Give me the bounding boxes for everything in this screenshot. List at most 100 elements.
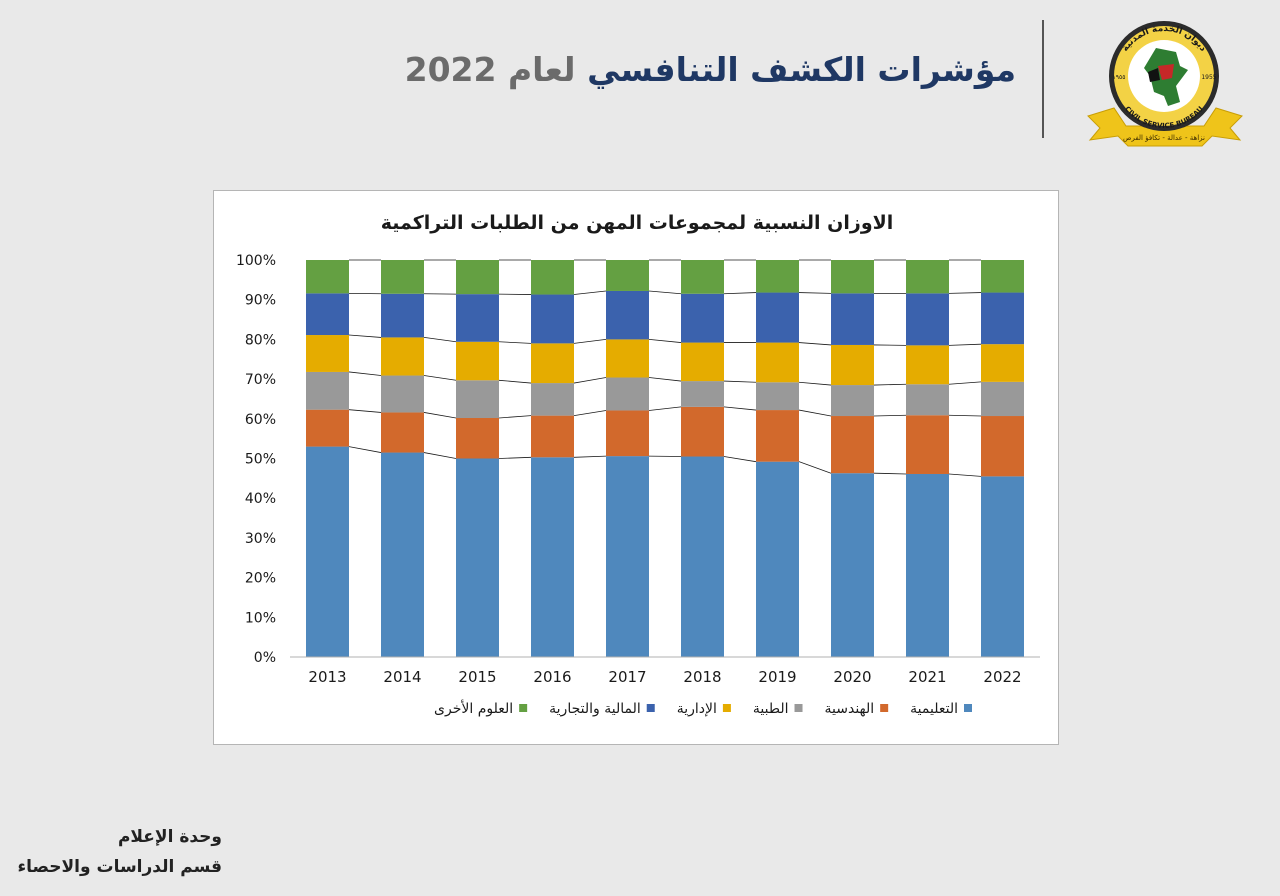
bar-segment: [531, 343, 574, 384]
series-connector-line: [498, 341, 532, 344]
bar-segment: [681, 406, 724, 457]
legend-swatch: [519, 704, 528, 712]
bar-segment: [831, 473, 874, 657]
series-connector-line: [348, 371, 382, 376]
bar-segment: [456, 458, 499, 657]
bar-segment: [756, 461, 799, 657]
x-tick-label: 2018: [683, 668, 721, 686]
page-title: مؤشرات الكشف التنافسي لعام 2022: [405, 50, 1016, 89]
bar-segment: [606, 339, 649, 378]
y-tick-label: 100%: [236, 253, 276, 269]
footer-line-media-unit: وحدة الإعلام: [117, 827, 222, 847]
series-connector-line: [798, 409, 832, 417]
logo-ribbon-text: نزاهة - عدالة - تكافؤ الفرص: [1123, 134, 1205, 142]
x-tick-label: 2020: [833, 668, 871, 686]
page-title-year: لعام 2022: [404, 50, 576, 89]
series-connector-line: [573, 410, 607, 417]
legend-swatch: [722, 704, 731, 712]
series-connector-line: [498, 379, 532, 384]
bar-segment: [981, 292, 1024, 345]
legend-swatch: [964, 704, 972, 712]
chart-title: الاوزان النسبية لمجموعات المهن من الطلبا…: [381, 212, 894, 234]
series-connector-line: [498, 456, 532, 459]
legend-label: الإدارية: [677, 701, 717, 717]
series-connector-line: [948, 292, 982, 294]
footer: وحدة الإعلام قسم الدراسات والاحصاء: [12, 822, 222, 882]
bar-segment: [531, 415, 574, 458]
bar-segment: [381, 260, 424, 294]
bar-segment: [381, 293, 424, 338]
header-divider: [1042, 20, 1044, 138]
bar-segment: [456, 341, 499, 381]
series-connector-line: [573, 290, 607, 295]
bar-segment: [681, 293, 724, 343]
bar-segment: [831, 416, 874, 474]
bar-segment: [306, 293, 349, 336]
bar-segment: [456, 380, 499, 419]
y-tick-label: 50%: [245, 452, 276, 468]
series-connector-line: [948, 343, 982, 346]
series-connector-line: [348, 334, 382, 338]
bars: [306, 260, 1024, 657]
y-tick-label: 0%: [254, 650, 276, 666]
x-axis-labels: 2013 2014 2015 2016 2017 2018 2019 2020 2021 2022: [308, 668, 1021, 686]
series-connector-line: [723, 406, 757, 411]
series-connector-line: [648, 339, 682, 343]
bar-segment: [306, 335, 349, 372]
jordan-map-icon: [1144, 48, 1188, 106]
bar-segment: [306, 446, 349, 657]
series-connector-line: [948, 414, 982, 417]
logo-year-right: 1955: [1201, 74, 1216, 81]
civil-service-bureau-logo: ديوان الخدمة المدنية CIVIL SERVICE BUREA…: [1087, 21, 1243, 147]
legend-label: المالية والتجارية: [549, 701, 641, 717]
series-connector-line: [573, 339, 607, 344]
x-tick-label: 2017: [608, 668, 646, 686]
x-tick-label: 2022: [983, 668, 1021, 686]
x-tick-label: 2016: [533, 668, 571, 686]
stacked-bar-chart: الاوزان النسبية لمجموعات المهن من الطلبا…: [236, 212, 1040, 717]
legend-label: التعليمية: [910, 701, 958, 717]
bar-segment: [381, 412, 424, 453]
y-tick-label: 10%: [245, 610, 276, 626]
bar-segment: [981, 344, 1024, 382]
bar-segment: [831, 385, 874, 417]
bar-segment: [906, 415, 949, 474]
bar-segment: [456, 418, 499, 459]
bar-segment: [681, 456, 724, 657]
y-axis-labels: 0% 10% 20% 30% 40% 50% 60% 70% 80% 90% 100%: [236, 253, 276, 666]
bar-segment: [606, 290, 649, 340]
bar-segment: [906, 345, 949, 385]
series-connector-line: [423, 337, 457, 343]
legend-label: الهندسية: [825, 701, 875, 717]
bar-segment: [531, 260, 574, 295]
bar-segment: [381, 452, 424, 657]
y-tick-label: 20%: [245, 571, 276, 587]
y-tick-label: 90%: [245, 293, 276, 309]
series-connector-line: [423, 412, 457, 419]
bar-segment: [906, 293, 949, 346]
series-connector-line: [873, 414, 907, 417]
legend-swatch: [646, 704, 655, 712]
y-tick-label: 80%: [245, 332, 276, 348]
bar-segment: [681, 260, 724, 294]
series-connector-line: [648, 377, 682, 382]
bar-segment: [831, 260, 874, 294]
series-connector-line: [798, 292, 832, 294]
series-connector-line: [423, 375, 457, 381]
bar-segment: [681, 381, 724, 407]
series-connector-line: [423, 452, 457, 459]
bar-segment: [306, 409, 349, 447]
page-title-main: مؤشرات الكشف التنافسي: [587, 50, 1016, 89]
bar-segment: [981, 476, 1024, 657]
x-tick-label: 2021: [908, 668, 946, 686]
legend-label: العلوم الأخرى: [434, 699, 513, 717]
series-connector-line: [723, 292, 757, 295]
series-connector-line: [948, 381, 982, 385]
bar-segment: [606, 377, 649, 411]
bar-segment: [906, 384, 949, 416]
series-connector-line: [873, 472, 907, 475]
bar-segment: [756, 292, 799, 343]
series-connectors: [348, 259, 982, 477]
x-tick-label: 2013: [308, 668, 346, 686]
legend-swatch: [880, 704, 889, 712]
